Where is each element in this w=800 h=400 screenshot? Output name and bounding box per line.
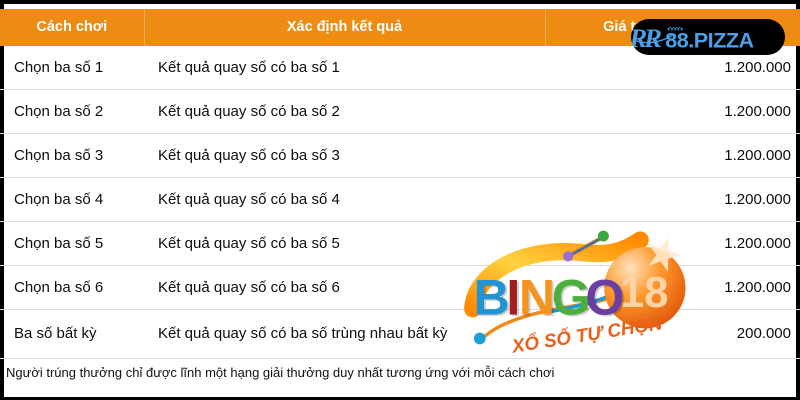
svg-text:B: B (474, 269, 510, 325)
svg-text:18: 18 (620, 268, 669, 317)
svg-text:N: N (519, 269, 555, 325)
svg-text:O: O (585, 269, 624, 325)
svg-text:RR: RR (631, 23, 661, 53)
svg-text:88.PIZZA: 88.PIZZA (665, 27, 754, 52)
